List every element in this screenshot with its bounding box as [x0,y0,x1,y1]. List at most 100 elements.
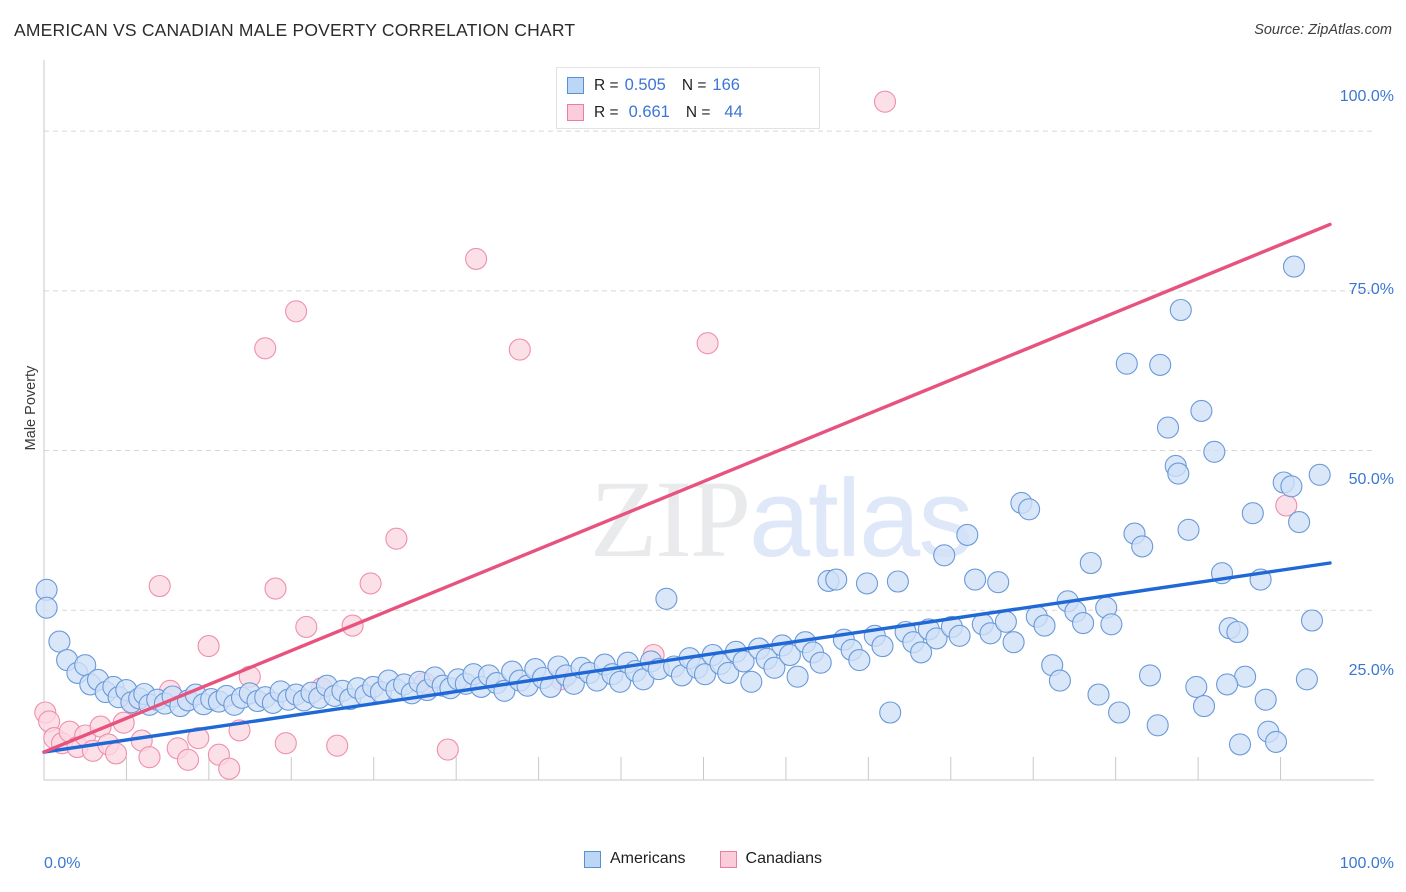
data-point [274,732,297,755]
data-point [285,300,308,323]
data-point [1295,668,1318,691]
data-point [1108,701,1131,724]
data-point [295,615,318,638]
source-attribution: Source: ZipAtlas.com [1254,22,1392,38]
canadians-swatch-icon [567,104,584,121]
data-point [696,332,719,355]
legend-item-canadians[interactable]: Canadians [719,850,823,868]
data-point [655,587,678,610]
data-point [740,670,763,693]
data-point [218,757,241,780]
data-point [104,742,128,765]
data-point [1226,620,1249,644]
americans-swatch-icon [567,77,584,94]
data-point [1228,733,1252,756]
legend-item-americans[interactable]: Americans [583,850,686,868]
y-axis-label-50: 50.0% [1348,471,1394,488]
canadians-r-label: R = [594,103,619,121]
stats-row-americans: R = 0.505 N = 166 [567,72,809,99]
data-point [925,627,948,650]
y-axis-title: Male Poverty [23,365,39,451]
data-point [138,746,161,769]
data-point [693,663,717,686]
data-point [987,571,1010,594]
data-point [964,568,987,591]
data-point [879,701,902,724]
data-point [609,670,632,693]
data-point [763,656,786,679]
data-point [1033,614,1056,637]
x-axis-min-label: 0.0% [44,855,81,872]
data-point [264,577,287,600]
data-point [1282,255,1306,278]
y-axis-label-25: 25.0% [1348,662,1394,679]
data-point [1048,669,1071,692]
data-point [948,624,971,647]
scatter-canvas [34,60,1374,781]
data-point [956,523,979,546]
data-point [825,568,848,591]
data-point [1002,631,1025,654]
data-point [1156,416,1180,439]
y-axis-label-100: 100.0% [1339,88,1394,105]
data-point [326,734,349,757]
data-point [465,247,488,270]
correlation-stats-box: R = 0.505 N = 166 R = 0.661 N = 44 [556,67,820,129]
data-point [855,572,879,595]
data-point [176,748,200,771]
data-point [994,610,1017,633]
canadians-r-value: 0.661 [628,103,670,121]
data-point [1241,502,1264,525]
data-point [886,570,909,593]
data-point [1308,463,1331,486]
page-title: AMERICAN VS CANADIAN MALE POVERTY CORREL… [14,20,576,40]
data-point [48,630,71,653]
trendline-americans [42,561,1332,754]
legend-label-americans: Americans [609,850,686,867]
data-point [1169,298,1192,322]
data-point [35,596,58,619]
data-point [786,665,809,688]
data-point [1131,535,1154,558]
canadians-n-label: N = [685,103,711,121]
data-point [1190,399,1213,422]
data-point [1100,613,1123,636]
data-point [1072,612,1095,635]
data-point [436,738,459,761]
data-point [910,641,933,664]
data-point [933,544,956,567]
data-point [848,649,871,672]
data-point [1264,730,1288,753]
data-point [187,727,210,750]
data-point [1018,498,1041,521]
data-point [359,572,382,595]
americans-n-label: N = [681,76,707,94]
data-point [197,635,220,658]
data-point [1254,688,1277,711]
data-point [508,338,531,361]
data-point [1146,714,1169,737]
data-point [1300,609,1324,632]
data-point [385,527,408,550]
data-point [778,643,801,667]
stats-row-canadians: R = 0.661 N = 44 [567,99,809,126]
americans-r-value: 0.505 [624,76,666,94]
americans-legend-swatch-icon [583,850,601,868]
americans-n-value: 166 [712,76,740,94]
y-axis-label-75: 75.0% [1348,281,1394,298]
x-axis-max-label: 100.0% [1339,855,1394,872]
data-point [873,90,897,113]
data-point [1280,475,1303,498]
data-point [1149,353,1172,376]
data-point [1177,518,1200,541]
data-point [1216,673,1239,696]
data-point [1115,352,1138,375]
data-point [1079,551,1102,575]
data-point [871,635,894,658]
legend-label-canadians: Canadians [745,850,823,867]
canadians-legend-swatch-icon [719,850,737,868]
data-point [148,574,171,598]
data-point [809,651,832,674]
data-point [1288,511,1311,534]
